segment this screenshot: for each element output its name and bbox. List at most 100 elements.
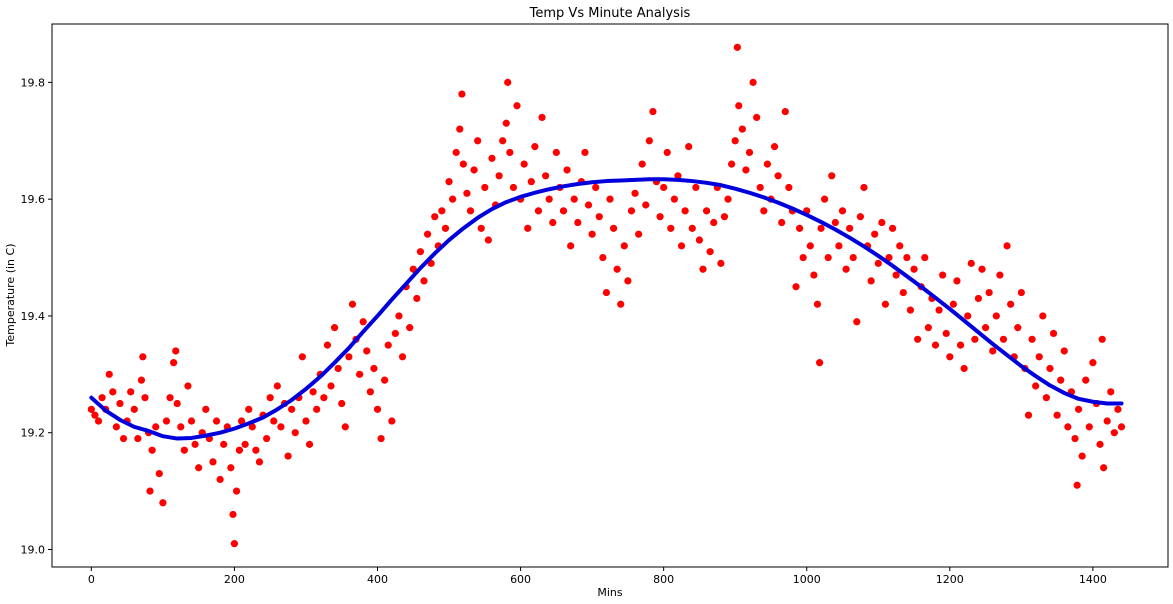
data-point: [1035, 353, 1043, 361]
data-point: [753, 113, 761, 122]
chart-title: Temp Vs Minute Analysis: [529, 6, 691, 21]
data-point: [277, 423, 285, 431]
data-point: [452, 148, 460, 157]
data-point: [949, 300, 957, 308]
data-point: [817, 224, 825, 232]
data-point: [1039, 312, 1047, 320]
data-point: [692, 183, 700, 192]
data-point: [989, 347, 997, 355]
data-point: [291, 429, 299, 437]
data-point: [892, 271, 900, 279]
data-point: [685, 143, 693, 151]
data-point: [1074, 405, 1083, 413]
y-tick-label: 19.8: [21, 76, 46, 89]
data-point: [1110, 429, 1118, 437]
data-point: [624, 277, 632, 285]
data-point: [677, 242, 686, 250]
data-point: [220, 440, 228, 448]
data-point: [470, 166, 478, 174]
data-point: [1028, 335, 1036, 343]
data-point: [363, 347, 371, 355]
data-point: [284, 452, 292, 460]
data-point: [921, 253, 929, 262]
data-point: [710, 218, 718, 227]
data-point: [172, 347, 180, 355]
data-point: [232, 487, 241, 495]
data-point: [638, 160, 646, 168]
data-point: [978, 265, 986, 273]
data-point: [313, 405, 321, 413]
x-axis: 0 200 400 600 800 1000 1200 1400: [88, 567, 1107, 586]
data-point: [806, 242, 814, 250]
data-point: [1032, 382, 1040, 390]
data-point: [846, 224, 854, 232]
data-point: [230, 540, 239, 548]
data-point: [935, 306, 943, 314]
data-point: [1057, 376, 1065, 384]
x-tick-label: 200: [224, 573, 245, 586]
data-point: [581, 148, 589, 157]
data-point: [699, 265, 707, 273]
data-point: [109, 388, 117, 396]
data-point: [1114, 405, 1122, 413]
data-point: [345, 353, 353, 361]
data-point: [534, 207, 543, 215]
data-point: [209, 458, 217, 466]
data-point: [341, 423, 349, 431]
data-point: [838, 207, 847, 215]
data-point: [735, 102, 743, 110]
data-point: [237, 417, 246, 425]
data-point: [728, 160, 736, 168]
x-tick-label: 400: [367, 573, 388, 586]
data-point: [821, 195, 829, 203]
x-tick-label: 600: [510, 573, 531, 586]
data-point: [395, 312, 403, 320]
data-point: [878, 218, 886, 227]
data-point: [116, 399, 124, 408]
data-point: [720, 213, 729, 221]
data-point: [592, 183, 600, 192]
data-point: [695, 236, 704, 244]
data-point: [438, 207, 446, 215]
data-point: [1049, 329, 1058, 338]
data-point: [420, 277, 428, 285]
data-point: [816, 359, 824, 367]
data-point: [302, 417, 310, 425]
data-point: [559, 207, 568, 215]
data-point: [663, 148, 671, 157]
data-point: [273, 382, 281, 390]
data-point: [810, 271, 818, 279]
data-point: [323, 341, 332, 349]
data-point: [792, 283, 800, 291]
data-point: [1103, 417, 1111, 425]
data-point: [431, 213, 439, 221]
data-point: [570, 195, 578, 203]
data-point: [502, 119, 510, 127]
data-point: [141, 394, 149, 402]
trend-line: [89, 177, 1124, 441]
data-point: [130, 405, 138, 413]
data-point: [481, 183, 489, 192]
data-point: [635, 230, 643, 238]
data-point: [477, 224, 485, 232]
plot-area: [51, 23, 1169, 568]
data-point: [152, 423, 160, 431]
data-point: [674, 172, 682, 180]
data-point: [334, 364, 342, 373]
data-point: [170, 359, 178, 367]
data-point: [137, 376, 146, 384]
data-point: [552, 148, 560, 157]
data-point: [1085, 423, 1093, 431]
data-point: [849, 253, 857, 262]
data-point: [824, 253, 832, 262]
data-point: [733, 43, 741, 51]
data-point: [191, 440, 199, 448]
data-point: [778, 218, 786, 227]
data-point: [458, 90, 466, 98]
data-point: [1017, 288, 1025, 297]
data-point: [953, 277, 961, 285]
data-point: [670, 195, 678, 203]
data-point: [235, 446, 244, 454]
x-axis-title: Mins: [597, 586, 623, 599]
data-point: [745, 148, 754, 157]
